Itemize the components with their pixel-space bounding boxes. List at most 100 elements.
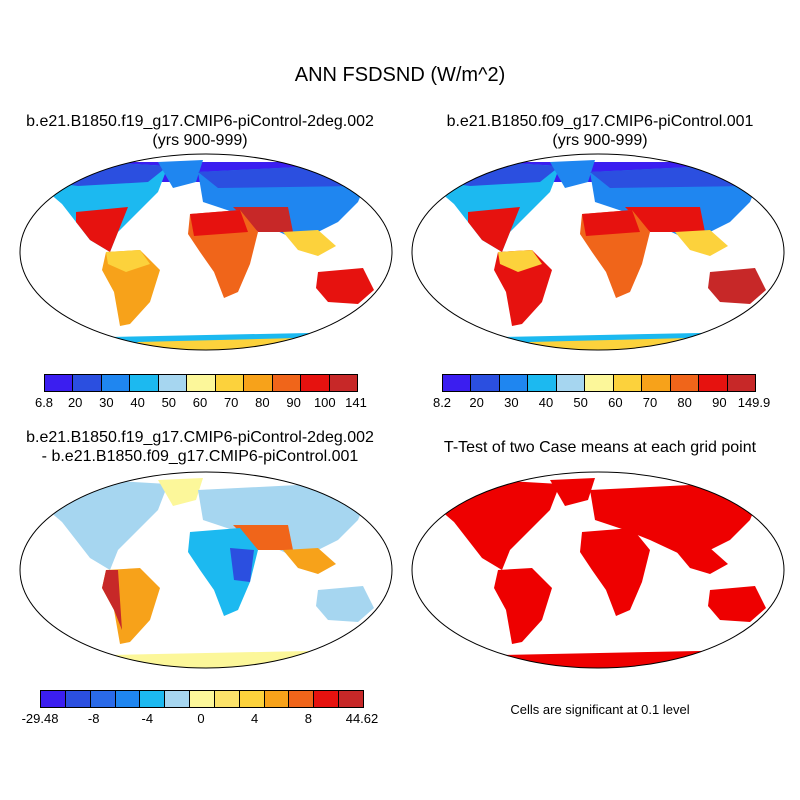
- colorbar-swatch: [670, 375, 700, 391]
- colorbar-swatch: [215, 375, 245, 391]
- colorbar-label: 4: [251, 711, 259, 726]
- north-america-south: [76, 207, 128, 252]
- significance-layer: [430, 478, 770, 668]
- colorbar-label: 100: [313, 395, 336, 410]
- colorbar-swatch: [329, 375, 357, 391]
- colorbar-swatch: [699, 375, 728, 391]
- colorbar-label: 8: [304, 711, 312, 726]
- north-america: [48, 480, 168, 570]
- colorbar-swatch: [73, 375, 102, 391]
- antarctica: [38, 650, 378, 668]
- north-america: [440, 480, 560, 570]
- panel3-title: b.e21.B1850.f19_g17.CMIP6-piControl-2deg…: [0, 428, 400, 466]
- south-america: [494, 250, 552, 326]
- colorbar-swatch: [499, 375, 529, 391]
- colorbar-swatch: [339, 691, 363, 707]
- significance-note: Cells are significant at 0.1 level: [510, 702, 690, 717]
- colorbar-swatch: [443, 375, 472, 391]
- greenland: [550, 478, 595, 506]
- africa: [580, 528, 650, 616]
- colorbar-swatch: [314, 691, 340, 707]
- south-america: [494, 568, 552, 644]
- antarctica: [430, 650, 770, 668]
- colorbar-swatch: [244, 375, 273, 391]
- colorbar-label: 70: [223, 395, 239, 410]
- colorbar-swatch: [90, 691, 116, 707]
- colorbar-label: 44.62: [345, 711, 379, 726]
- colorbar-case1-labels: 6.8 20 30 40 50 60 70 80 90 100 141: [35, 395, 367, 411]
- colorbar-swatch: [165, 691, 191, 707]
- panel3-title-line2: - b.e21.B1850.f09_g17.CMIP6-piControl.00…: [41, 448, 359, 465]
- south-america: [102, 250, 160, 326]
- colorbar-label: -29.48: [21, 711, 59, 726]
- panel2-title-line2: (yrs 900-999): [552, 132, 648, 149]
- south-america-west: [102, 570, 122, 630]
- colorbar-label: -4: [141, 711, 154, 726]
- colorbar-label: 70: [642, 395, 658, 410]
- africa-sahara: [190, 210, 248, 236]
- colorbar-label: 90: [712, 395, 727, 410]
- colorbar-swatch: [45, 375, 74, 391]
- colorbar-label: 30: [99, 395, 114, 410]
- colorbar-swatch: [115, 691, 141, 707]
- australia: [316, 586, 374, 622]
- panel1-title: b.e21.B1850.f19_g17.CMIP6-piControl-2deg…: [0, 112, 400, 150]
- colorbar-swatch: [289, 691, 315, 707]
- panel2-title: b.e21.B1850.f09_g17.CMIP6-piControl.001 …: [400, 112, 800, 150]
- colorbar-swatch: [214, 691, 240, 707]
- greenland: [158, 160, 203, 188]
- colorbar-label: 20: [469, 395, 484, 410]
- colorbar-label: 80: [255, 395, 270, 410]
- greenland: [158, 478, 203, 506]
- colorbar-swatch: [41, 691, 66, 707]
- australia: [316, 268, 374, 304]
- colorbar-difference-labels: -29.48 -8 -4 0 4 8 44.62: [22, 711, 379, 727]
- south-asia: [283, 230, 336, 256]
- colorbar-label: 6.8: [34, 395, 54, 410]
- colorbar-label: 50: [161, 395, 177, 410]
- colorbar-swatch: [471, 375, 500, 391]
- eurasia: [198, 484, 368, 554]
- colorbar-swatch: [187, 375, 216, 391]
- middle-east: [625, 207, 705, 232]
- colorbar-label: 149.9: [737, 395, 771, 410]
- middle-east: [233, 207, 293, 232]
- colorbar-swatch: [642, 375, 671, 391]
- colorbar-swatch: [272, 375, 302, 391]
- colorbar-swatch: [190, 691, 215, 707]
- south-asia: [675, 230, 728, 256]
- north-america-south: [468, 207, 520, 252]
- colorbar-swatch: [158, 375, 188, 391]
- colorbar-swatch: [585, 375, 614, 391]
- map-outline: [19, 471, 393, 669]
- greenland: [550, 160, 595, 188]
- colorbar-swatch: [613, 375, 643, 391]
- map-panel-ttest: [411, 471, 785, 669]
- colorbar-swatch: [556, 375, 586, 391]
- colorbar-label: 80: [677, 395, 692, 410]
- colorbar-label: 90: [286, 395, 301, 410]
- map-panel-difference: [19, 471, 393, 669]
- colorbar-swatch: [130, 375, 159, 391]
- colorbar-label: 0: [197, 711, 205, 726]
- colorbar-label: 40: [538, 395, 554, 410]
- colorbar-case2-labels: 8.2 20 30 40 50 60 70 80 90 149.9: [433, 395, 770, 411]
- colorbar-difference: [40, 690, 364, 708]
- map-panel-case2: [411, 153, 785, 351]
- eurasia: [590, 484, 760, 554]
- australia: [708, 268, 766, 304]
- colorbar-swatch: [528, 375, 557, 391]
- colorbar-label: -8: [87, 711, 100, 726]
- colorbar-swatch: [101, 375, 131, 391]
- map-outline: [411, 153, 785, 351]
- panel2-title-line1: b.e21.B1850.f09_g17.CMIP6-piControl.001: [446, 113, 754, 130]
- map-panel-case1: [19, 153, 393, 351]
- colorbar-case2: [442, 374, 756, 392]
- colorbar-label: 8.2: [432, 395, 452, 410]
- colorbar-swatch: [264, 691, 290, 707]
- panel1-title-line2: (yrs 900-999): [152, 132, 248, 149]
- colorbar-label: 40: [130, 395, 145, 410]
- colorbar-label: 20: [67, 395, 83, 410]
- south-america-north: [498, 250, 542, 272]
- colorbar-swatch: [301, 375, 330, 391]
